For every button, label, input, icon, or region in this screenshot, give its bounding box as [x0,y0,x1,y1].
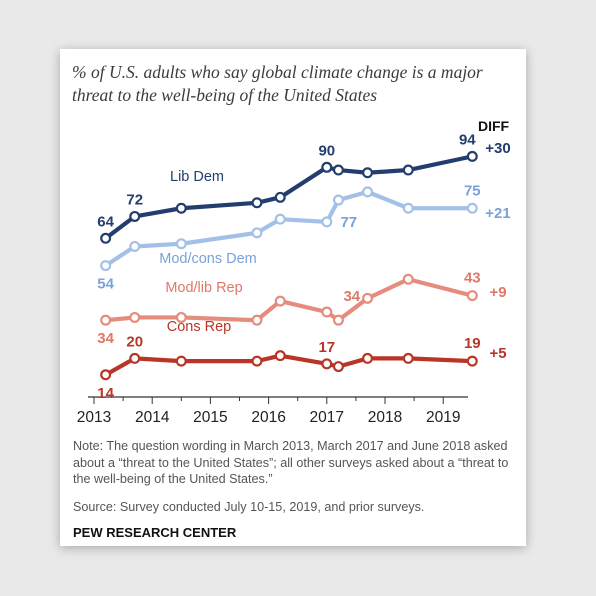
data-point [100,260,112,272]
data-point [332,164,344,176]
data-point [175,311,187,323]
data-label: 64 [97,213,114,230]
data-label: 43 [464,270,481,287]
chart-card [60,49,526,546]
data-point [402,273,414,285]
data-point [129,240,141,252]
data-point [175,238,187,250]
data-label: 72 [126,191,143,208]
data-label: 19 [464,335,481,352]
data-point [332,194,344,206]
data-label: 34 [343,288,360,305]
x-tick-label: 2019 [426,409,460,426]
data-label: 34 [97,330,114,347]
x-tick-label: 2017 [310,409,344,426]
diff-value: +30 [485,140,510,157]
data-point [100,232,112,244]
x-tick-label: 2016 [251,409,285,426]
series-line [103,154,475,241]
data-point [321,216,333,228]
data-label: 75 [464,182,481,199]
data-point [251,227,263,239]
data-point [466,202,478,214]
data-point [362,352,374,364]
data-point [100,314,112,326]
data-point [251,197,263,209]
data-point [466,355,478,367]
data-point [251,355,263,367]
data-point [321,161,333,173]
data-point [332,361,344,373]
data-point [362,292,374,304]
data-point [321,306,333,318]
data-label: 14 [97,385,114,402]
chart-note: Note: The question wording in March 2013… [73,439,509,487]
data-point [402,352,414,364]
data-point [129,311,141,323]
data-point [274,295,286,307]
data-point [100,369,112,381]
series-name-label: Cons Rep [167,319,231,335]
diff-header: DIFF [478,118,510,134]
series-line [103,277,475,323]
data-point [274,350,286,362]
x-tick-label: 2014 [135,409,170,426]
data-point [466,290,478,302]
data-point [362,167,374,179]
data-label: 94 [459,131,476,148]
x-tick-label: 2013 [77,409,111,426]
data-point [362,186,374,198]
series-line [103,189,475,268]
x-tick-label: 2015 [193,409,227,426]
data-point [274,213,286,225]
data-point [332,314,344,326]
data-point [175,355,187,367]
data-label: 54 [97,276,114,293]
data-point [402,164,414,176]
data-point [402,202,414,214]
data-label: 17 [318,339,335,356]
x-tick-label: 2018 [368,409,402,426]
diff-value: +5 [489,345,506,362]
data-label: 90 [318,142,335,159]
data-label: 77 [340,214,357,231]
data-point [321,358,333,370]
data-point [251,314,263,326]
series-name-label: Mod/lib Rep [165,280,242,296]
diff-value: +9 [489,284,506,301]
diff-value: +21 [485,205,510,222]
series-name-label: Mod/cons Dem [159,251,257,267]
data-label: 20 [126,333,143,350]
data-point [129,352,141,364]
chart-source: Source: Survey conducted July 10-15, 201… [73,500,425,514]
data-point [129,210,141,222]
data-point [274,191,286,203]
chart-title: % of U.S. adults who say global climate … [72,62,483,105]
data-point [466,150,478,162]
pew-research-center-logo: PEW RESEARCH CENTER [73,525,237,540]
data-point [175,202,187,214]
series-line [103,353,475,377]
series-name-label: Lib Dem [170,169,224,185]
